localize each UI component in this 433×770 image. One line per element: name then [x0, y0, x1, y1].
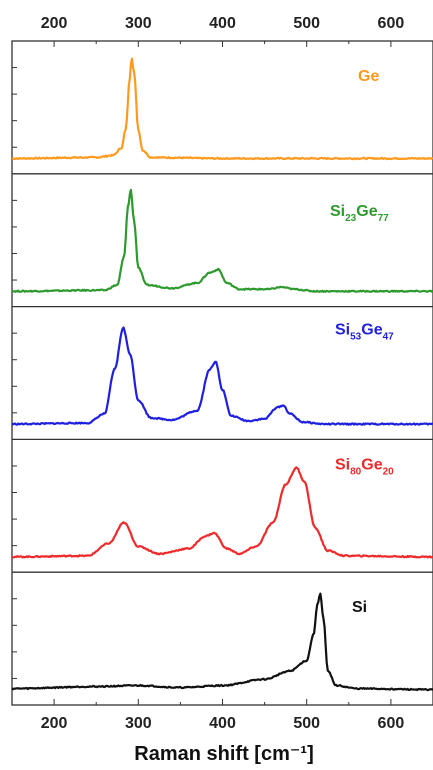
series-line — [11, 188, 433, 293]
series-label: Si — [352, 599, 367, 616]
x-tick-label-bottom: 400 — [209, 715, 236, 732]
x-tick-label-bottom: 500 — [293, 715, 320, 732]
series-lines — [11, 57, 433, 692]
x-tick-label-bottom: 600 — [378, 715, 405, 732]
x-tick-label-top: 500 — [293, 15, 320, 32]
x-axis-label: Raman shift [cm⁻¹] — [134, 743, 313, 765]
series-label: Si53Ge47 — [335, 322, 394, 343]
series-label: Si23Ge77 — [330, 203, 389, 224]
series-label: Si80Ge20 — [335, 456, 394, 477]
panel-frames — [11, 40, 433, 706]
x-tick-label-top: 300 — [125, 15, 152, 32]
x-tick-label-bottom: 200 — [41, 715, 68, 732]
x-tick-label-top: 200 — [41, 15, 68, 32]
series-label: Ge — [358, 68, 379, 85]
series-line — [11, 326, 433, 426]
x-tick-label-top: 400 — [209, 15, 236, 32]
x-tick-label-top: 600 — [378, 15, 405, 32]
plot-frame — [11, 40, 433, 706]
series-line — [11, 466, 433, 559]
x-tick-label-bottom: 300 — [125, 715, 152, 732]
axis-ticks: 200 200 300 300 400 400 500 500 600 600 — [12, 15, 404, 732]
series-line — [11, 592, 433, 692]
series-line — [11, 57, 433, 161]
series-labels: Ge Si23Ge77 Si53Ge47 Si80Ge20 Si — [330, 68, 394, 616]
